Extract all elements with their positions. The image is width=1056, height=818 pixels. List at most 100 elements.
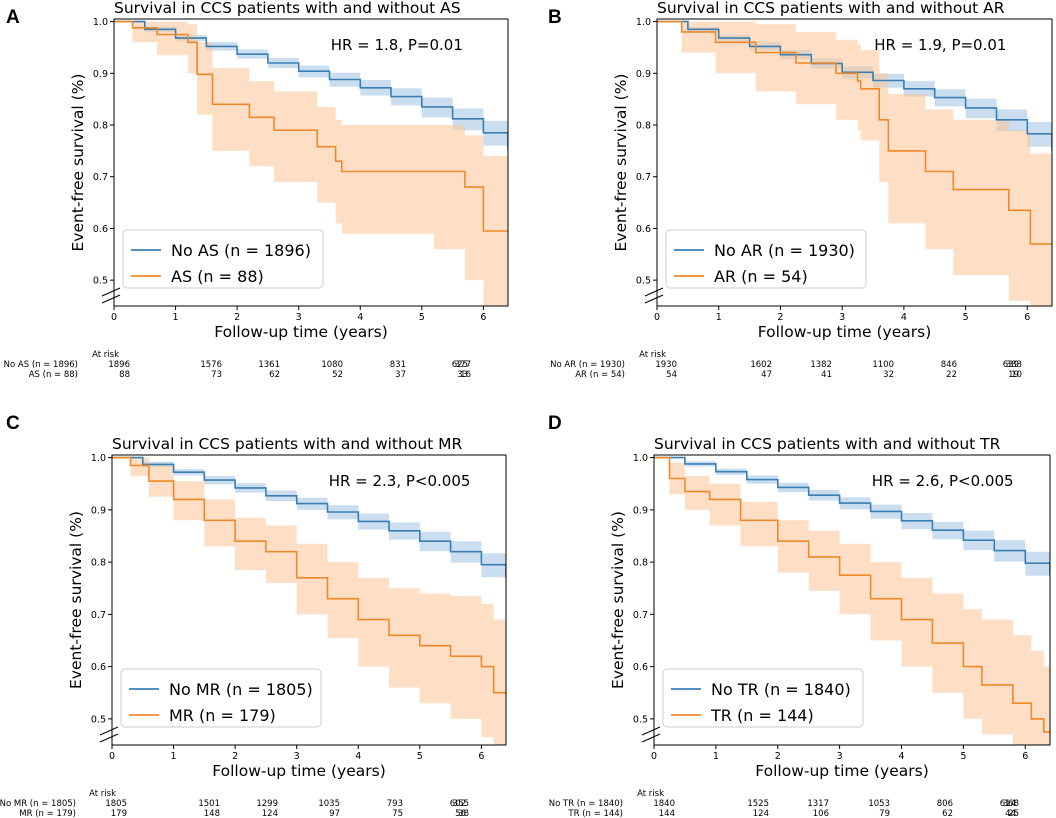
panel-d-at-risk-row-label: No TR (n = 1840) xyxy=(549,799,623,809)
panel-c-at-risk-value: 97 xyxy=(329,809,340,818)
panel-b-x-tick-label: 4 xyxy=(901,312,907,323)
panel-b-at-risk-value: 1602 xyxy=(750,360,772,370)
panel-c: C Survival in CCS patients with and witho… xyxy=(0,413,507,818)
panel-a-at-risk-value: 1896 xyxy=(108,360,130,370)
panel-b-at-risk-value: 383 xyxy=(1006,360,1022,370)
panel-d-axes-frame xyxy=(653,454,1051,746)
panel-a-x-axis-label: Follow-up time (years) xyxy=(214,323,388,341)
panel-b-y-tick-label: 1.0 xyxy=(636,17,651,28)
panel-d-x-tick-label: 3 xyxy=(837,751,843,762)
panel-b-axes-frame xyxy=(656,18,1053,307)
panel-a-axes-frame xyxy=(113,18,509,307)
panel-a-at-risk-value: 831 xyxy=(390,360,406,370)
panel-b-axis-break-mark xyxy=(644,287,664,297)
panel-d-x-tick-label: 5 xyxy=(960,751,966,762)
panel-b-y-tick-label: 0.7 xyxy=(636,172,651,183)
panel-a-x-tick-label: 2 xyxy=(234,312,240,323)
panel-c-at-risk-value: 56 xyxy=(455,809,466,818)
panel-b-at-risk-row-label: AR (n = 54) xyxy=(575,370,625,380)
panel-c-at-risk-value: 1501 xyxy=(198,799,220,809)
panel-d-x-tick-label: 4 xyxy=(898,751,904,762)
panel-b-at-risk-value: 22 xyxy=(946,370,957,380)
panel-d-x-tick-label: 1 xyxy=(713,751,719,762)
panel-d-axis-break-mark xyxy=(641,733,661,743)
panel-d-at-risk-header: At risk xyxy=(637,789,664,799)
panel-a-y-tick-label: 0.6 xyxy=(93,224,108,235)
panel-d-y-tick-label: 0.5 xyxy=(633,714,648,725)
panel-b-legend xyxy=(665,229,867,289)
panel-c-at-risk-value: 1805 xyxy=(105,799,127,809)
panel-d-ci-band-tr-n-144 xyxy=(654,457,1050,745)
panel-c-at-risk-row-label: No MR (n = 1805) xyxy=(0,799,76,809)
panel-d-plot-area xyxy=(654,456,1050,745)
panel-b-y-tick-label: 0.8 xyxy=(636,121,651,132)
panel-a-at-risk-value: 62 xyxy=(269,370,280,380)
panel-b-x-tick-label: 5 xyxy=(963,312,969,323)
panel-d-label: D xyxy=(548,413,562,434)
panel-a-at-risk-value: 16 xyxy=(460,370,471,380)
panel-a-legend xyxy=(122,229,324,289)
panel-a-y-axis-label: Event-free survival (%) xyxy=(69,74,87,252)
panel-b-x-tick-label: 6 xyxy=(1024,312,1030,323)
panel-c-at-risk-value: 38 xyxy=(458,809,469,818)
panel-c-x-tick-label: 0 xyxy=(109,751,115,762)
panel-b-x-tick-label: 1 xyxy=(716,312,722,323)
panel-d-legend-label-tr-n-144: TR (n = 144) xyxy=(710,706,814,725)
panel-a-x-tick-label: 0 xyxy=(111,312,117,323)
panel-d-line-no-tr-n-1840 xyxy=(654,456,1050,576)
panel-a-axis-break-mark xyxy=(101,294,121,304)
panel-d-at-risk-value: 1525 xyxy=(747,799,769,809)
panel-a-y-tick-label: 1.0 xyxy=(93,17,108,28)
panel-a-y-tick-label: 0.9 xyxy=(93,69,108,80)
panel-d-at-risk-value: 124 xyxy=(753,809,769,818)
panel-a-at-risk-header: At risk xyxy=(92,350,119,360)
panel-a-label: A xyxy=(6,7,20,28)
panel-d-at-risk-value: 144 xyxy=(659,809,675,818)
panel-b-axis-break-mark xyxy=(644,294,664,304)
panel-a-at-risk-value: 33 xyxy=(457,370,468,380)
panel-b-line-no-ar-n-1930 xyxy=(657,20,1052,151)
panel-b-at-risk-value: 639 xyxy=(1003,360,1019,370)
panel-a-line-no-as-n-1896 xyxy=(114,20,508,150)
panel-c-y-axis-label: Event-free survival (%) xyxy=(67,511,85,689)
panel-a-x-tick-label: 3 xyxy=(296,312,302,323)
panel-d-legend-label-no-tr-n-1840: No TR (n = 1840) xyxy=(711,680,851,699)
panel-c-line-no-mr-n-1805 xyxy=(112,456,506,578)
panel-d-axis-break-mark xyxy=(641,726,661,736)
panel-b-at-risk-value: 32 xyxy=(883,370,894,380)
panel-a-y-tick-label: 0.8 xyxy=(93,121,108,132)
panel-b-x-axis-label: Follow-up time (years) xyxy=(758,323,932,341)
panel-a: A Survival in CCS patients with and witho… xyxy=(4,0,509,380)
panel-c-axes-frame xyxy=(111,454,507,746)
panel-d-y-tick-label: 0.7 xyxy=(633,610,648,621)
panel-c-at-risk-value: 355 xyxy=(453,799,469,809)
panel-c-at-risk-value: 1035 xyxy=(318,799,340,809)
panel-a-at-risk-value: 625 xyxy=(452,360,468,370)
panel-b-at-risk-value: 1930 xyxy=(655,360,677,370)
panel-d-at-risk-value: 368 xyxy=(1003,799,1019,809)
panel-c-y-tick-label: 0.5 xyxy=(91,714,106,725)
panel-a-legend-label-as-n-88: AS (n = 88) xyxy=(171,267,264,286)
panel-a-at-risk-value: 37 xyxy=(395,370,406,380)
panel-d-at-risk-value: 106 xyxy=(813,809,829,818)
panel-b-at-risk-value: 1100 xyxy=(872,360,894,370)
panel-b-at-risk-value: 10 xyxy=(1011,370,1022,380)
panel-b-at-risk-value: 41 xyxy=(821,370,832,380)
panel-d-hr-annotation: HR = 2.6, P<0.005 xyxy=(872,472,1014,490)
panel-d-y-tick-label: 0.6 xyxy=(633,662,648,673)
panel-d-y-tick-label: 0.9 xyxy=(633,505,648,516)
panel-c-x-tick-label: 3 xyxy=(294,751,300,762)
panel-b-plot-area xyxy=(657,20,1052,306)
panel-d-x-tick-label: 0 xyxy=(651,751,657,762)
panel-c-y-tick-label: 1.0 xyxy=(91,453,106,464)
panel-c-at-risk-value: 1299 xyxy=(256,799,278,809)
panel-c-x-tick-label: 5 xyxy=(417,751,423,762)
panel-d-at-risk-value: 1840 xyxy=(653,799,675,809)
panel-d-at-risk-value: 1053 xyxy=(868,799,890,809)
panel-c-line-mr-n-179 xyxy=(112,456,506,694)
panel-b-legend-label-no-ar-n-1930: No AR (n = 1930) xyxy=(714,241,855,260)
panel-c-at-risk-header: At risk xyxy=(89,789,116,799)
panel-c-y-tick-label: 0.8 xyxy=(91,558,106,569)
panel-b-y-tick-label: 0.5 xyxy=(636,276,651,287)
